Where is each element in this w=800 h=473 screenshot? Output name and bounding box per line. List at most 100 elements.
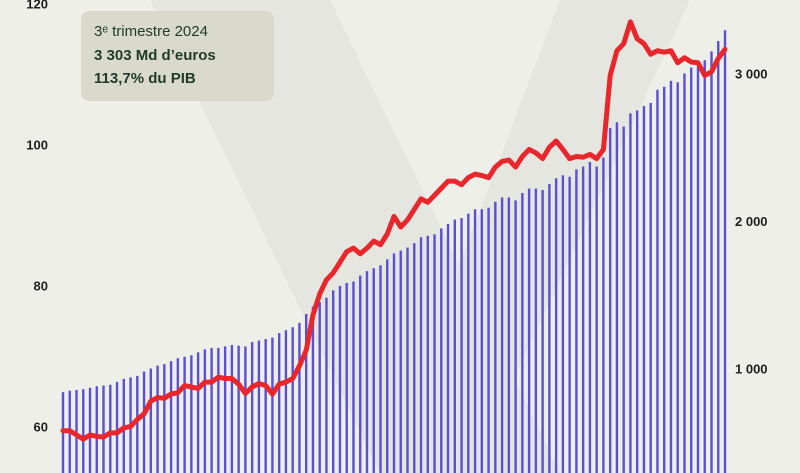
- bar: [608, 128, 612, 473]
- bar: [717, 41, 720, 473]
- bar: [635, 110, 639, 473]
- y-tick-label: 80: [34, 278, 48, 293]
- bar: [210, 347, 213, 473]
- y2-tick-label: 3 000: [735, 66, 768, 81]
- bar: [142, 371, 146, 473]
- bar: [332, 290, 335, 473]
- bar: [311, 306, 315, 473]
- y2-tick-label: 1 000: [735, 361, 768, 376]
- bar: [602, 157, 605, 473]
- bar: [446, 223, 450, 473]
- bar: [318, 302, 321, 473]
- bar: [230, 344, 234, 473]
- bar: [588, 161, 592, 473]
- bar: [669, 80, 673, 473]
- bar: [88, 387, 92, 473]
- bar: [534, 188, 538, 473]
- bar: [223, 346, 227, 473]
- bar: [163, 364, 166, 473]
- bar: [527, 188, 531, 473]
- bar: [304, 313, 308, 473]
- bar: [406, 247, 409, 473]
- bar: [291, 327, 294, 473]
- bar: [419, 237, 423, 473]
- bar: [521, 192, 524, 473]
- bar: [581, 166, 585, 473]
- bar: [109, 384, 112, 473]
- bar: [325, 297, 328, 473]
- bar: [500, 197, 504, 473]
- bar: [710, 51, 713, 473]
- bar: [345, 282, 348, 473]
- bar: [196, 352, 200, 473]
- bar: [548, 184, 551, 473]
- annotation-text: 3 303 Md d’euros: [94, 47, 216, 64]
- bar: [284, 330, 288, 473]
- bar: [696, 61, 700, 473]
- annotation-box: [81, 11, 274, 101]
- bar: [169, 361, 173, 473]
- bar: [372, 268, 375, 473]
- bar: [480, 209, 484, 473]
- y-tick-label: 120: [26, 0, 48, 11]
- bar: [453, 219, 456, 473]
- bar: [298, 322, 301, 473]
- bar: [595, 166, 598, 473]
- bar: [622, 126, 625, 473]
- bar: [176, 358, 180, 473]
- bar: [399, 250, 402, 473]
- bar: [352, 281, 355, 473]
- bar: [440, 228, 443, 473]
- bar: [514, 200, 517, 473]
- bar: [237, 345, 240, 473]
- bar: [392, 253, 396, 473]
- bar: [426, 235, 429, 473]
- bar: [541, 190, 544, 473]
- bar: [244, 346, 247, 473]
- bar: [460, 218, 463, 473]
- bar: [183, 356, 186, 473]
- annotation-text: 3ᵉ trimestre 2024: [94, 23, 208, 40]
- bar: [649, 102, 652, 473]
- bar: [359, 275, 362, 473]
- bar: [156, 365, 159, 473]
- bar: [494, 201, 497, 473]
- bar: [413, 243, 416, 473]
- y2-tick-label: 2 000: [735, 214, 768, 229]
- bar: [554, 178, 558, 473]
- bar: [264, 339, 267, 473]
- bar: [473, 209, 477, 473]
- bar: [507, 197, 511, 473]
- bar: [386, 259, 389, 473]
- bar: [703, 60, 706, 473]
- y-tick-label: 100: [26, 137, 48, 152]
- bar: [95, 386, 98, 473]
- bar: [676, 82, 679, 473]
- bar: [136, 375, 139, 473]
- bar: [568, 176, 571, 473]
- bar: [487, 207, 490, 473]
- bar: [379, 265, 382, 473]
- bar: [75, 389, 78, 473]
- bar: [257, 340, 261, 473]
- bar: [663, 86, 666, 473]
- bar: [82, 389, 85, 473]
- bar: [615, 122, 619, 473]
- line: [60, 19, 728, 442]
- bar: [365, 271, 369, 473]
- bar: [217, 347, 220, 473]
- bar: [115, 381, 119, 473]
- bar: [467, 213, 470, 473]
- bar: [683, 73, 686, 473]
- bar: [271, 337, 274, 473]
- bar: [250, 341, 254, 473]
- bar: [575, 169, 578, 473]
- annotation-text: 113,7% du PIB: [94, 70, 196, 87]
- bar: [642, 105, 646, 473]
- bar: [561, 175, 565, 473]
- bar: [102, 385, 105, 473]
- bar: [433, 234, 436, 473]
- bar: [277, 333, 281, 473]
- bar: [656, 89, 659, 473]
